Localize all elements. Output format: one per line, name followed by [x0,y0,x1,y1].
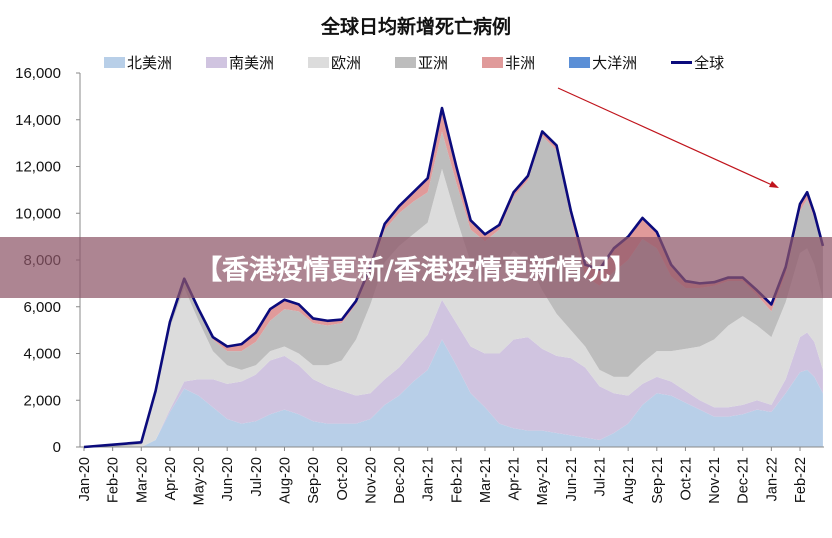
chart-title: 全球日均新增死亡病例 [320,16,511,38]
x-tick-label: Jan-21 [421,457,437,501]
annotation-arrow [557,87,773,186]
y-tick-label: 14,000 [15,112,61,129]
x-tick-label: Mar-21 [478,457,494,503]
banner-text: 【香港疫情更新/香港疫情更新情况】 [195,255,637,286]
legend: 北美洲 南美洲 欧洲 亚洲 非洲 大洋洲 全球 [104,52,758,73]
area-2 [84,299,823,447]
x-tick-label: Feb-20 [106,457,122,503]
legend-label: 南美洲 [229,54,275,72]
x-tick-label: Oct-21 [678,457,694,501]
legend-line-swatch [671,61,693,64]
x-tick-label: Dec-20 [392,457,408,504]
area-3 [84,168,823,447]
x-tick-label: Jul-20 [249,457,265,497]
x-tick-label: Feb-22 [793,457,809,503]
legend-label: 北美洲 [127,54,173,72]
y-tick-label: 4,000 [23,346,61,363]
legend-item: 北美洲 [104,52,172,73]
legend-swatch [395,57,417,68]
legend-swatch [569,57,591,68]
x-tick-label: Apr-20 [163,457,179,501]
legend-label: 大洋洲 [592,54,638,72]
legend-item: 全球 [671,52,724,73]
legend-item: 亚洲 [395,52,448,73]
legend-item: 欧洲 [308,52,361,73]
x-tick-label: Oct-20 [335,457,351,501]
legend-swatch [482,57,504,68]
x-tick-label: Dec-21 [736,457,752,504]
legend-item: 南美洲 [206,52,274,73]
y-tick-label: 0 [53,439,61,456]
legend-swatch [308,57,330,68]
legend-label: 全球 [694,54,725,72]
y-tick-label: 12,000 [15,159,61,176]
x-tick-label: May-20 [192,457,208,505]
x-tick-label: Apr-21 [507,457,523,501]
x-tick-label: Aug-21 [621,457,637,504]
x-tick-label: Jan-22 [764,457,780,501]
legend-swatch [206,57,228,68]
area-1 [84,339,823,447]
x-tick-label: Aug-20 [277,457,293,504]
legend-label: 非洲 [505,54,536,72]
x-tick-label: Nov-20 [363,457,379,504]
x-tick-label: Sep-20 [306,457,322,504]
x-tick-label: Jul-21 [593,457,609,497]
y-tick-label: 2,000 [23,392,61,409]
y-tick-label: 10,000 [15,205,61,222]
x-tick-label: Mar-20 [134,457,150,503]
y-tick-label: 6,000 [23,299,61,316]
x-tick-label: Jun-21 [564,457,580,501]
legend-swatch [104,57,125,68]
legend-item: 大洋洲 [569,52,637,73]
y-tick-label: 16,000 [15,65,61,82]
x-tick-label: Jan-20 [77,457,93,501]
x-tick-label: May-21 [535,457,551,505]
legend-label: 欧洲 [331,54,362,72]
legend-label: 亚洲 [418,54,449,72]
x-tick-label: Nov-21 [707,457,723,504]
legend-item: 非洲 [482,52,535,73]
x-tick-label: Feb-21 [449,457,465,503]
x-tick-label: Sep-21 [650,457,666,504]
annotation-arrowhead [769,181,779,188]
overlay-banner: 【香港疫情更新/香港疫情更新情况】 [0,237,832,298]
x-tick-label: Jun-20 [220,457,236,501]
